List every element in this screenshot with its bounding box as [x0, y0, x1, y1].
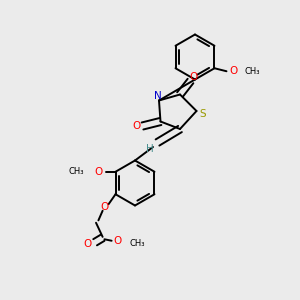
Text: O: O [132, 121, 141, 131]
Text: O: O [100, 202, 109, 212]
Text: N: N [154, 91, 161, 101]
Text: O: O [230, 66, 238, 76]
Text: O: O [84, 239, 92, 249]
Text: CH₃: CH₃ [68, 167, 84, 176]
Text: S: S [200, 109, 206, 119]
Text: O: O [94, 167, 102, 177]
Text: CH₃: CH₃ [244, 67, 260, 76]
Text: H: H [146, 143, 153, 154]
Text: O: O [113, 236, 121, 246]
Text: CH₃: CH₃ [130, 239, 145, 248]
Text: O: O [189, 71, 198, 82]
